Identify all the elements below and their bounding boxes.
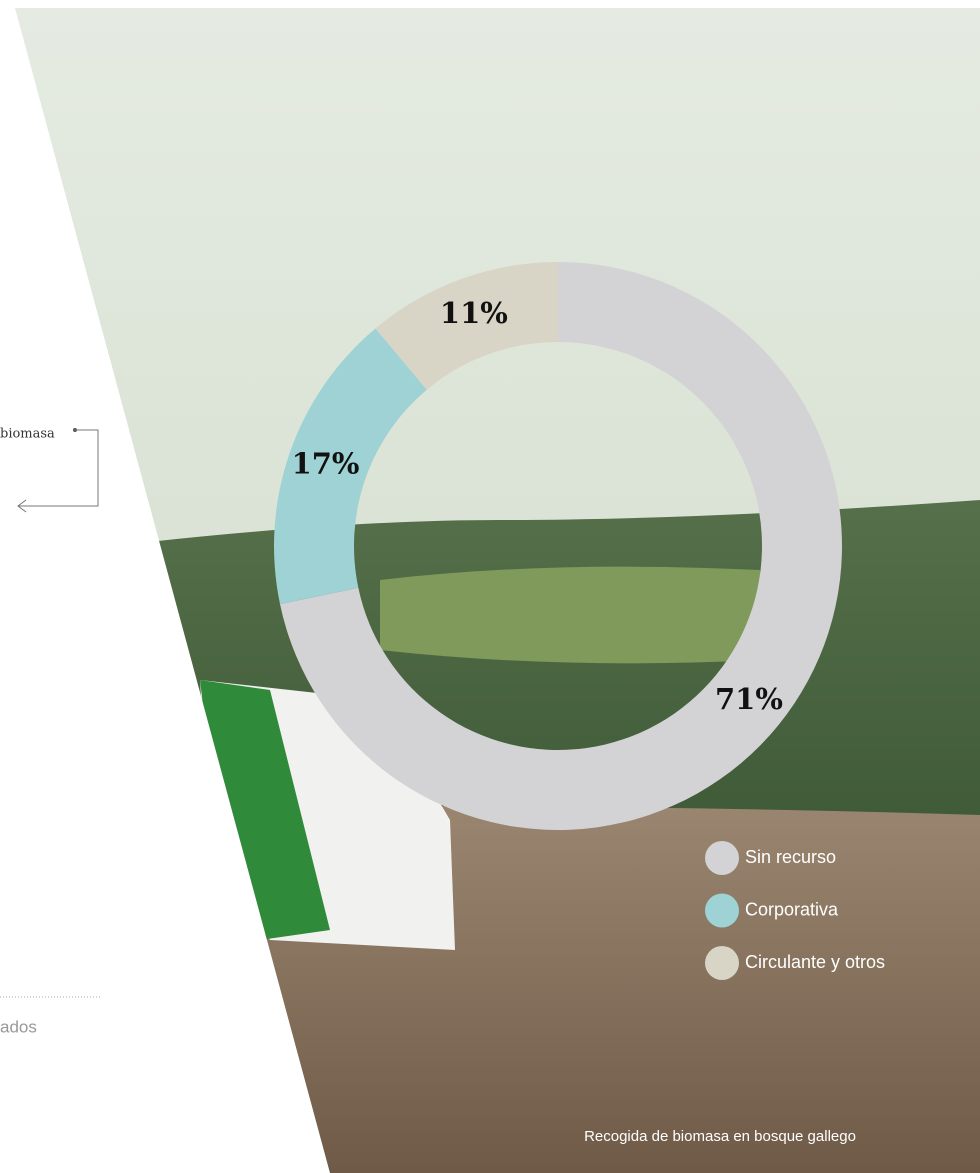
legend-swatch: [705, 893, 739, 928]
value-label: 11%: [440, 296, 508, 330]
side-label: biomasa: [0, 427, 55, 442]
connector-line: [18, 429, 99, 507]
legend-label: Circulante y otros: [745, 952, 885, 972]
side-text: ados: [0, 1017, 37, 1036]
donut: 71% 17% 11%: [274, 262, 843, 830]
donut-segment: [274, 328, 427, 605]
legend: Sin recurso Corporativa Circulante y otros: [705, 841, 885, 980]
legend-label: Corporativa: [745, 899, 839, 919]
legend-swatch: [705, 946, 739, 980]
donut-segment: [375, 262, 558, 390]
legend-swatch: [705, 841, 739, 875]
value-label: 71%: [715, 682, 783, 716]
value-label: 17%: [292, 447, 360, 481]
arrow: [17, 499, 27, 513]
caption: Recogida de biomasa en bosque gallego: [584, 1128, 856, 1145]
legend-label: Sin recurso: [745, 847, 836, 867]
